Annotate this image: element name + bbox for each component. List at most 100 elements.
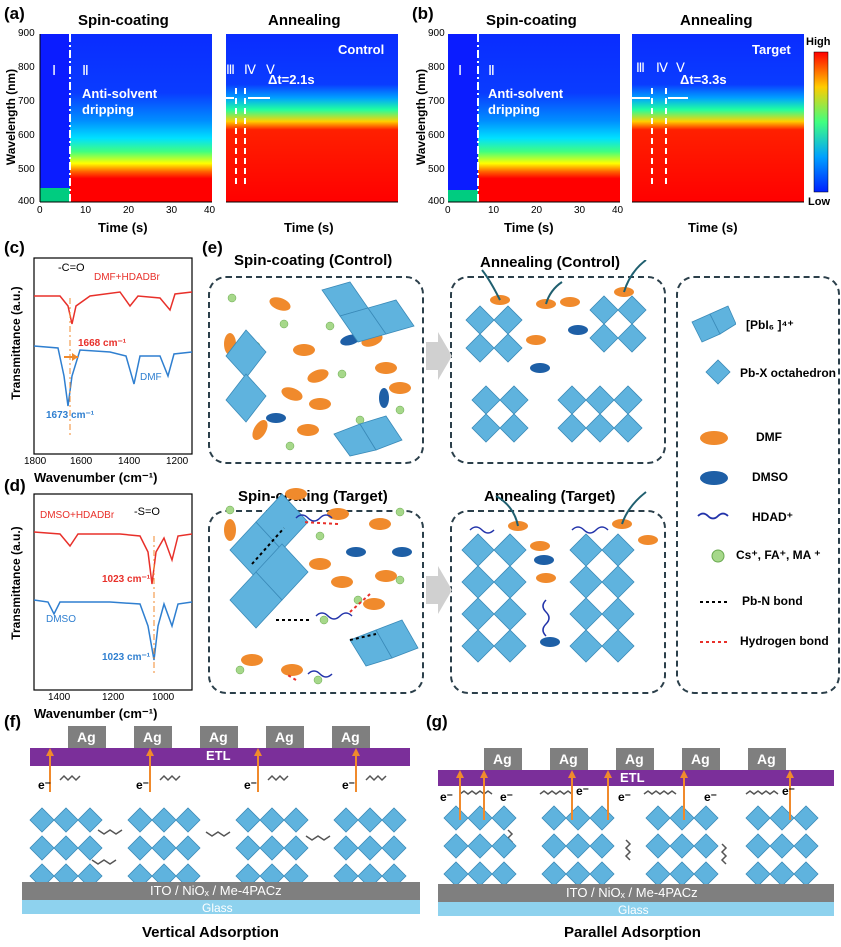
legend-cations: Cs⁺, FA⁺, MA ⁺ [736,548,821,562]
f-glass: Glass [202,901,233,915]
panel-d-ylabel: Transmittance (a.u.) [9,526,23,640]
panel-a-stage-2: Ⅱ [82,62,89,78]
panel-c-peak-top: 1668 cm⁻¹ [78,338,127,349]
panel-b-xlabel-2: Time (s) [688,220,738,235]
panel-b-stage-1: Ⅰ [458,62,463,78]
panel-c-xlabel: Wavenumber (cm⁻¹) [34,470,158,485]
panel-d-xtick-2: 1000 [152,692,175,703]
panel-a-stage-4: Ⅳ [244,62,256,77]
panel-a-ytick-1: 800 [18,62,35,73]
panel-d-xtick-1: 1200 [102,692,125,703]
panel-d-spectrum [33,493,193,691]
glass-layer-f [22,900,420,914]
anneal-target-title: Annealing (Target) [484,488,616,505]
panel-a-stage-5: Ⅴ [266,62,275,77]
legend-box [676,276,840,694]
panel-e-label: (e) [202,238,223,257]
legend-dmso: DMSO [752,470,788,484]
dmso-icon [700,471,728,485]
panel-a-xtick-1: 10 [80,205,92,216]
panel-a-stage-1: Ⅰ [52,62,57,78]
f-ag-3: Ag [209,729,228,745]
cation-icon [711,549,725,563]
scheme-art [224,260,658,685]
octahedron-icon [705,359,731,385]
panel-b-xtick-2: 20 [531,205,543,216]
g-etl: ETL [620,770,645,785]
substrate-layer-g [438,884,834,902]
legend-pbi6: [PbI₆ ]⁴⁺ [746,318,794,332]
panel-b-xtick-1: 10 [488,205,500,216]
colorbar-low: Low [808,196,830,208]
g-e-6: e⁻ [782,784,796,798]
panel-c-peak-bottom: 1673 cm⁻¹ [46,410,95,421]
panel-a-spin-title: Spin-coating [78,12,169,29]
panel-a-heatmap [39,34,398,203]
panel-a-stage-3: Ⅲ [226,62,235,77]
g-caption: Parallel Adsorption [564,924,701,941]
f-caption: Vertical Adsorption [142,924,279,941]
glass-layer-g [438,902,834,916]
f-e-2: e⁻ [136,778,150,792]
f-e-4: e⁻ [342,778,356,792]
panel-d-xlabel: Wavenumber (cm⁻¹) [34,706,158,721]
panel-g-label: (g) [426,712,448,731]
panel-a-ytick-4: 500 [18,164,35,175]
panel-b-tag: Target [752,42,791,57]
panel-c-xtick-2: 1400 [118,456,141,467]
f-ag-4: Ag [275,729,294,745]
panel-b-anneal-title: Annealing [680,12,753,29]
panel-b-ytick-2: 700 [428,96,445,107]
panel-b-stage-2: Ⅱ [488,62,495,78]
panel-b-ytick-4: 500 [428,164,445,175]
panel-a-xtick-2: 20 [123,205,135,216]
panel-b-spin-title: Spin-coating [486,12,577,29]
substrate-layer-f [22,882,420,900]
f-e-3: e⁻ [244,778,258,792]
g-substrate: ITO / NiOₓ / Me-4PACz [566,885,698,900]
f-substrate: ITO / NiOₓ / Me-4PACz [150,883,282,898]
panel-a-ytick-2: 700 [18,96,35,107]
panel-b-xtick-4: 40 [612,205,624,216]
panel-b-stage-4: Ⅳ [656,60,668,75]
device-vertical [22,726,420,914]
panel-b-dt: Δt=3.3s [680,72,727,87]
panel-f-label: (f) [4,712,21,731]
spin-control-title: Spin-coating (Control) [234,252,393,269]
panel-b-xtick-3: 30 [574,205,586,216]
f-ag-1: Ag [77,729,96,745]
heatmap-a-anneal [226,34,398,202]
panel-a-xlabel: Time (s) [98,220,148,235]
panel-a-xlabel-2: Time (s) [284,220,334,235]
panel-c-xtick-0: 1800 [24,456,47,467]
panel-a-anneal-title: Annealing [268,12,341,29]
panel-b-heatmap [448,34,829,203]
panel-a-ylabel: Wavelength (nm) [4,68,18,166]
panel-c-ylabel: Transmittance (a.u.) [9,286,23,400]
hdad-icon [697,512,729,520]
g-ag-3: Ag [625,751,644,767]
g-e-3: e⁻ [576,784,590,798]
panel-a-annotation: Anti-solvent dripping [82,86,158,117]
colorbar-high: High [806,36,831,48]
legend-dmf: DMF [756,430,782,444]
panel-a-tag: Control [338,42,385,57]
panel-b-stage-5: Ⅴ [676,60,685,75]
g-ag-1: Ag [493,751,512,767]
panel-c-xtick-3: 1200 [166,456,189,467]
heatmap-b-anneal [632,34,804,202]
legend-hbond: Hydrogen bond [740,634,829,648]
panel-d-peak-top: 1023 cm⁻¹ [102,574,151,585]
g-ag-2: Ag [559,751,578,767]
anneal-control-box [450,276,666,464]
g-ag-4: Ag [691,751,710,767]
g-glass: Glass [618,903,649,917]
panel-a-ytick-0: 900 [18,28,35,39]
panel-d-label: (d) [4,476,26,495]
panel-b-xtick-0: 0 [445,205,451,216]
legend-icons [691,305,736,643]
panel-c-series-bottom: DMF [140,372,162,383]
etl-layer-f [30,748,410,766]
spin-control-box [208,276,424,464]
panel-a-label: (a) [4,4,25,23]
